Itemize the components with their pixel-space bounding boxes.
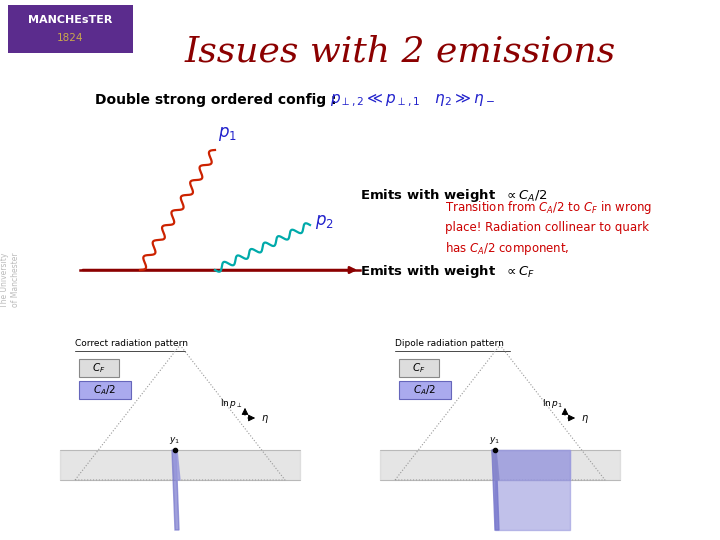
Text: MANCHEsTER: MANCHEsTER [28,15,112,25]
Text: Transition from $C_A/2$ to $C_F$ in wrong
place! Radiation collinear to quark
ha: Transition from $C_A/2$ to $C_F$ in wron… [445,199,652,257]
FancyBboxPatch shape [79,359,119,377]
Polygon shape [380,450,620,480]
Text: $C_A/2$: $C_A/2$ [94,383,117,397]
Polygon shape [495,450,570,530]
Text: $y_1$: $y_1$ [490,435,500,446]
Polygon shape [172,450,179,530]
Text: 1824: 1824 [57,33,84,43]
Text: Issues with 2 emissions: Issues with 2 emissions [184,35,616,69]
FancyBboxPatch shape [399,381,451,399]
Text: Emits with weight  $\propto C_A/2$: Emits with weight $\propto C_A/2$ [360,186,547,204]
Polygon shape [60,450,300,480]
Text: Double strong ordered config :: Double strong ordered config : [95,93,336,107]
Text: $C_F$: $C_F$ [92,361,106,375]
Text: $\ln p_1$: $\ln p_1$ [542,396,563,409]
FancyBboxPatch shape [79,381,131,399]
Text: Emits with weight  $\propto C_F$: Emits with weight $\propto C_F$ [360,264,535,280]
Text: Dipole radiation pattern: Dipole radiation pattern [395,339,504,348]
Text: $C_F$: $C_F$ [413,361,426,375]
Text: Correct radiation pattern: Correct radiation pattern [75,339,188,348]
Polygon shape [492,450,499,480]
FancyBboxPatch shape [399,359,439,377]
Text: $y_1$: $y_1$ [169,435,181,446]
FancyBboxPatch shape [8,5,133,53]
Text: $p_2$: $p_2$ [315,213,334,231]
Polygon shape [495,450,570,480]
Text: $C_A/2$: $C_A/2$ [413,383,436,397]
Text: $\eta$: $\eta$ [261,413,269,425]
Text: $\eta$: $\eta$ [581,413,589,425]
Text: $\ln p_\perp$: $\ln p_\perp$ [220,396,243,409]
Polygon shape [492,450,499,530]
Text: $p_{\perp,2} \ll p_{\perp,1} \quad \eta_2 \gg \eta_-$: $p_{\perp,2} \ll p_{\perp,1} \quad \eta_… [330,91,495,109]
Text: $p_1$: $p_1$ [218,125,237,143]
Polygon shape [173,450,180,480]
Text: The University
of Manchester: The University of Manchester [0,252,19,308]
